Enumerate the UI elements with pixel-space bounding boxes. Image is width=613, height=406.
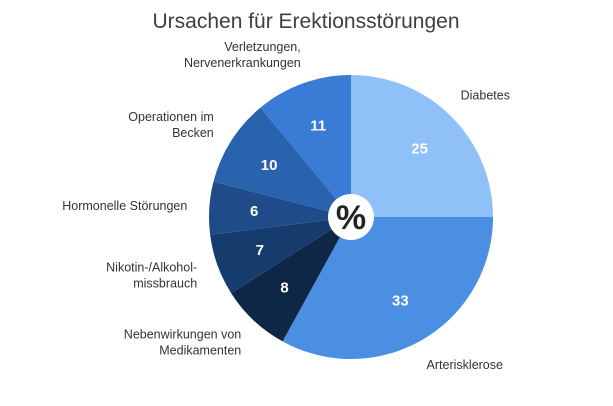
percent-symbol: %: [336, 199, 366, 237]
slice-category-label: Nikotin-/Alkohol-missbrauch: [106, 260, 197, 290]
pie-slice: [213, 107, 351, 217]
pie-slice: [351, 75, 493, 217]
slice-category-label-line: Arterisklerose: [427, 358, 503, 372]
slice-category-label: Hormonelle Störungen: [62, 199, 187, 213]
chart-title: Ursachen für Erektionsstörungen: [153, 10, 460, 33]
pie-slice: [282, 217, 493, 359]
slice-value-label: 10: [261, 157, 278, 174]
pie-slice: [260, 75, 351, 217]
slice-value-label: 11: [310, 118, 326, 135]
slice-category-label: Arterisklerose: [427, 358, 503, 372]
category-labels: Diabetes Arterisklerose Nebenwirkungen von…: [62, 40, 510, 372]
slice-category-label-line: Nikotin-/Alkohol-: [106, 260, 197, 274]
pie-slices: [208, 75, 493, 359]
slice-category-label-line: Operationen im: [128, 110, 213, 124]
slice-category-label: Operationen im Becken: [128, 110, 214, 140]
slice-category-label: Nebenwirkungen von Medikamenten: [124, 327, 241, 357]
pie-slice: [231, 217, 351, 342]
slice-category-label-line: Becken: [172, 126, 214, 140]
slice-category-label-line: Nervenerkrankungen: [184, 56, 301, 70]
slice-value-label: 33: [392, 292, 409, 309]
slice-value-label: 8: [280, 280, 288, 297]
pie-slice: [208, 181, 351, 235]
slice-category-label-line: Nebenwirkungen von: [124, 327, 241, 341]
slice-category-label-line: Medikamenten: [159, 343, 241, 357]
value-labels: 25 33 8 7 6 10 11: [250, 118, 428, 310]
center-hole: [328, 194, 374, 240]
slice-value-label: 7: [256, 242, 264, 259]
slice-value-label: 25: [411, 140, 428, 157]
slice-category-label-line: missbrauch: [133, 276, 197, 290]
pie-slice: [210, 217, 351, 294]
slice-category-label-line: Hormonelle Störungen: [62, 199, 187, 213]
slice-category-label: Diabetes: [461, 88, 510, 102]
slice-value-label: 6: [250, 203, 258, 220]
slice-category-label-line: Diabetes: [461, 88, 510, 102]
slice-category-label-line: Verletzungen,: [224, 40, 300, 54]
slice-category-label: Verletzungen, Nervenerkrankungen: [184, 40, 301, 70]
